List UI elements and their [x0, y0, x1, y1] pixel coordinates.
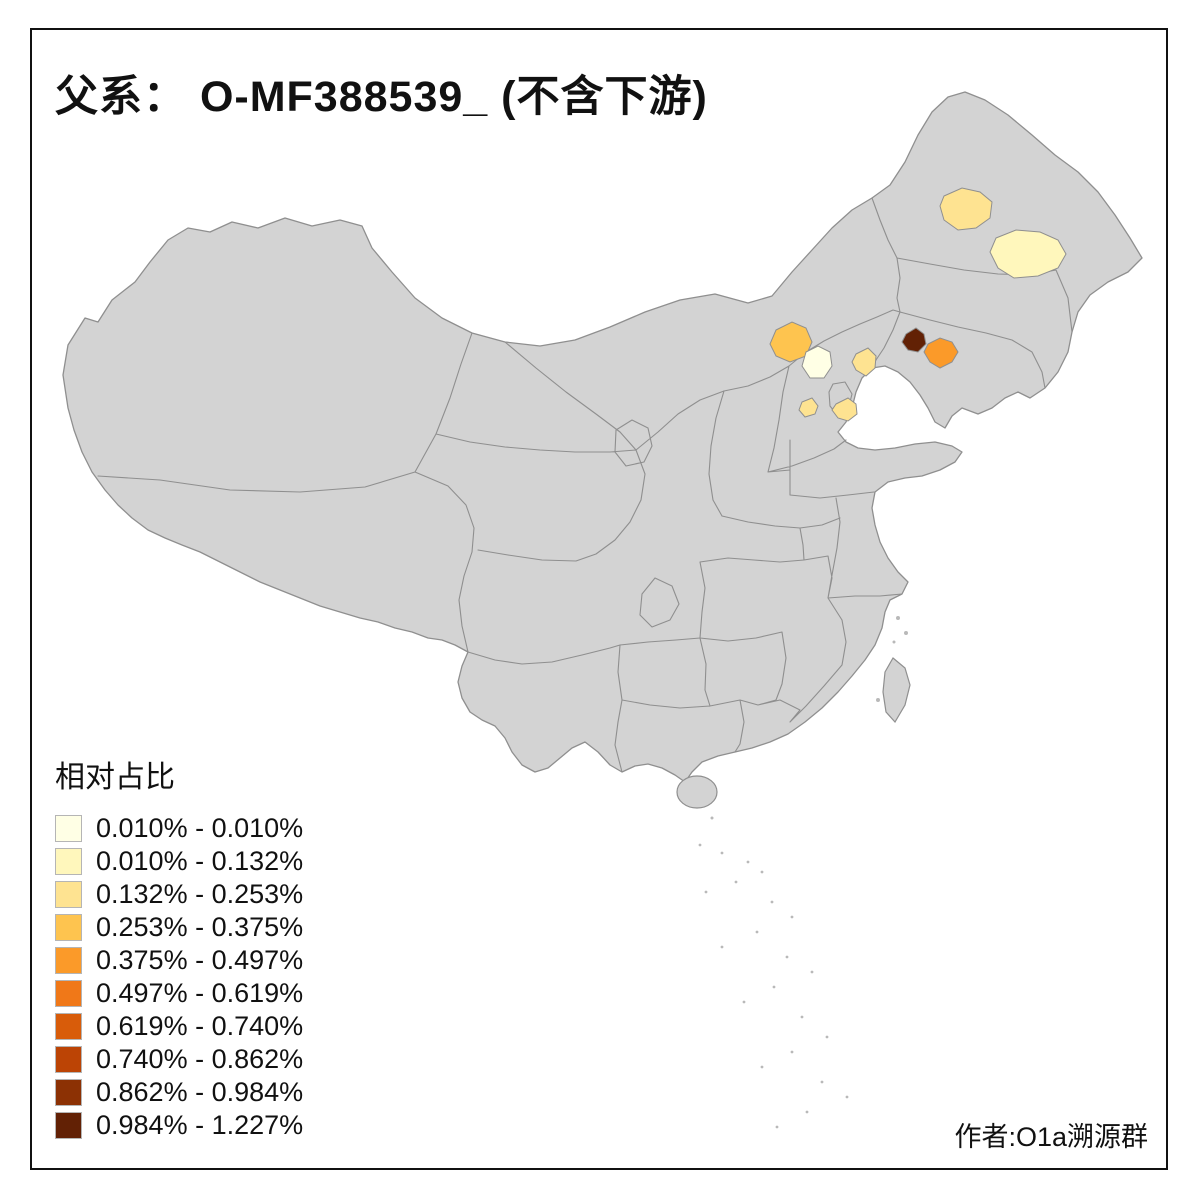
page-title: 父系： O-MF388539_ (不含下游) — [55, 73, 708, 121]
highlighted-region — [831, 397, 858, 422]
legend-label: 0.010% - 0.010% — [96, 813, 304, 843]
highlighted-regions — [769, 187, 1067, 422]
legend-swatch — [55, 1079, 82, 1106]
legend-swatch — [55, 980, 82, 1007]
legend-label: 0.010% - 0.132% — [96, 846, 304, 876]
legend-label: 0.984% - 1.227% — [96, 1110, 304, 1140]
legend-swatch — [55, 947, 82, 974]
legend-swatch — [55, 848, 82, 875]
highlighted-region — [798, 397, 819, 418]
legend-swatch — [55, 1013, 82, 1040]
legend-item: 0.862% - 0.984% — [55, 1076, 385, 1109]
legend: 相对占比 0.010% - 0.010% 0.010% - 0.132% 0.1… — [55, 752, 385, 1142]
legend-item: 0.740% - 0.862% — [55, 1043, 385, 1076]
legend-title: 相对占比 — [55, 761, 175, 794]
legend-swatch — [55, 881, 82, 908]
highlighted-region — [901, 327, 927, 353]
mainland-outline — [62, 91, 1143, 783]
legend-item: 0.619% - 0.740% — [55, 1010, 385, 1043]
legend-swatch — [55, 815, 82, 842]
legend-label: 0.253% - 0.375% — [96, 912, 304, 942]
author-credit: 作者:O1a溯源群 — [954, 1122, 1148, 1152]
legend-item: 0.132% - 0.253% — [55, 878, 385, 911]
highlighted-region — [851, 347, 877, 377]
legend-item: 0.497% - 0.619% — [55, 977, 385, 1010]
taiwan-island — [882, 657, 911, 724]
highlighted-region — [989, 229, 1067, 279]
province-borders — [97, 197, 1073, 773]
legend-swatch — [55, 1112, 82, 1139]
hainan-island — [676, 775, 718, 809]
legend-label: 0.132% - 0.253% — [96, 879, 304, 909]
legend-swatch — [55, 1046, 82, 1073]
legend-item: 0.010% - 0.010% — [55, 812, 385, 845]
legend-label: 0.375% - 0.497% — [96, 945, 304, 975]
legend-label: 0.862% - 0.984% — [96, 1077, 304, 1107]
legend-label: 0.497% - 0.619% — [96, 978, 304, 1008]
legend-item: 0.375% - 0.497% — [55, 944, 385, 977]
legend-label: 0.619% - 0.740% — [96, 1011, 304, 1041]
highlighted-region — [801, 345, 833, 379]
legend-swatch — [55, 914, 82, 941]
highlighted-region — [923, 337, 959, 369]
legend-item: 0.010% - 0.132% — [55, 845, 385, 878]
legend-item: 0.984% - 1.227% — [55, 1109, 385, 1142]
legend-label: 0.740% - 0.862% — [96, 1044, 304, 1074]
highlighted-region — [939, 187, 993, 231]
legend-item: 0.253% - 0.375% — [55, 911, 385, 944]
south-china-sea-islands — [698, 616, 908, 1129]
